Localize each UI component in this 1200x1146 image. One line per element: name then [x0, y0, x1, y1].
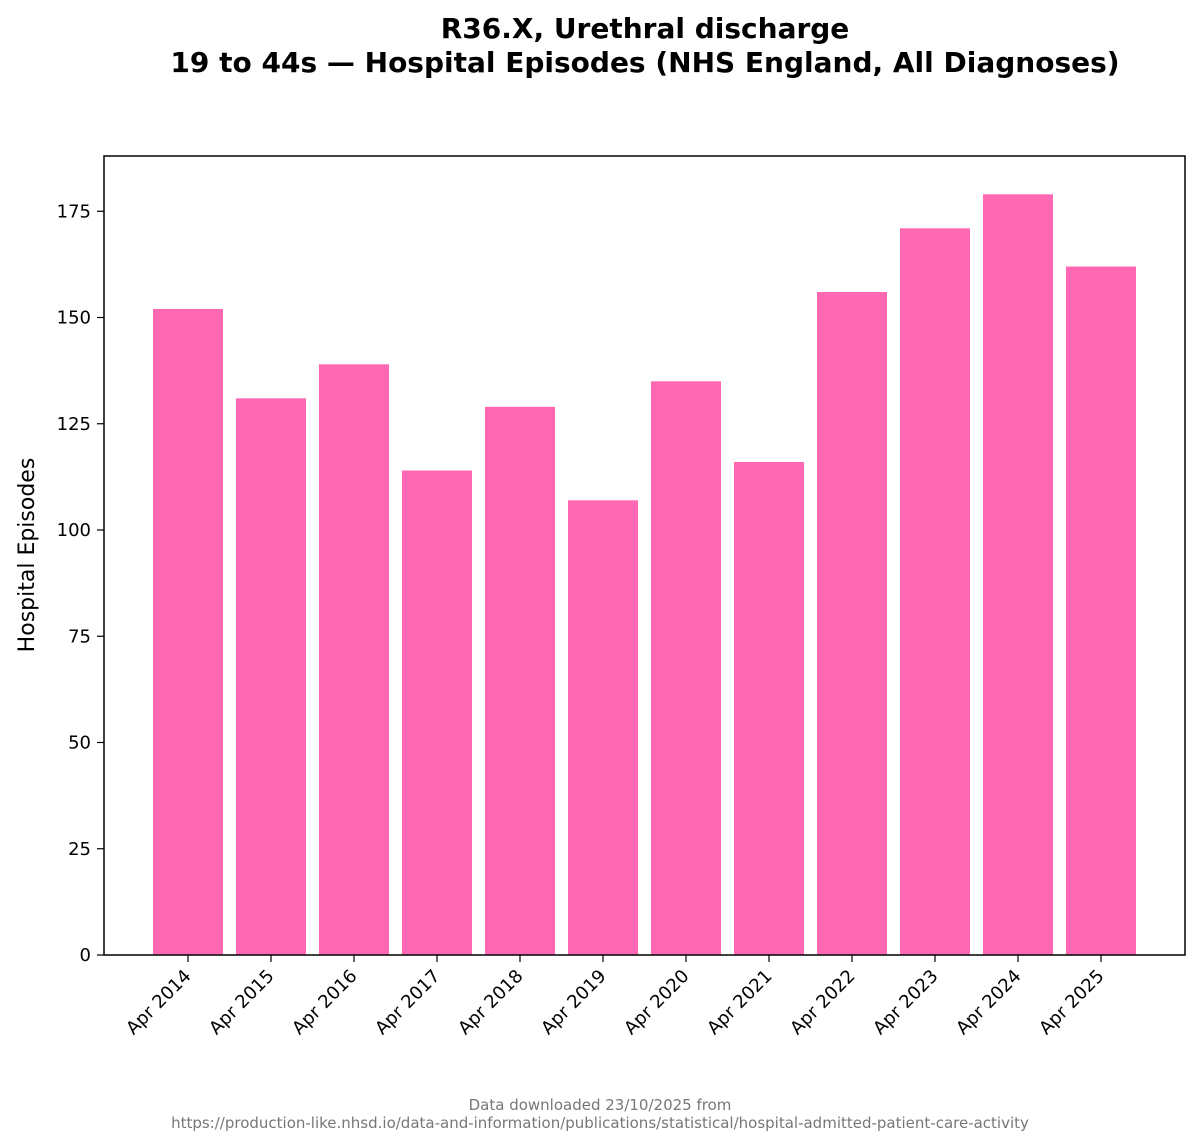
- x-tick-label: Apr 2014: [122, 966, 195, 1039]
- y-axis-label: Hospital Episodes: [15, 458, 40, 653]
- bar-apr-2022: [817, 292, 887, 955]
- bar-apr-2025: [1066, 266, 1136, 955]
- x-tick-label: Apr 2015: [205, 966, 278, 1039]
- x-axis-ticks: Apr 2014 Apr 2015 Apr 2016 Apr 2017 Apr 2018…: [122, 955, 1109, 1039]
- y-tick-label: 0: [80, 945, 91, 966]
- bar-apr-2021: [734, 462, 804, 955]
- x-tick-label: Apr 2016: [288, 966, 361, 1039]
- chart-title-line2: 19 to 44s — Hospital Episodes (NHS Engla…: [170, 46, 1119, 79]
- x-tick-label: Apr 2023: [869, 966, 942, 1039]
- bar-apr-2014: [153, 309, 223, 955]
- x-tick-label: Apr 2021: [703, 966, 776, 1039]
- x-tick-label: Apr 2017: [371, 966, 444, 1039]
- bars-group: [153, 194, 1136, 956]
- x-tick-label: Apr 2025: [1035, 966, 1108, 1039]
- bar-apr-2020: [651, 381, 721, 956]
- y-tick-label: 75: [68, 626, 91, 647]
- y-tick-label: 25: [68, 839, 91, 860]
- y-tick-label: 100: [57, 520, 91, 541]
- bar-apr-2017: [402, 470, 472, 955]
- bar-apr-2019: [568, 500, 638, 956]
- x-tick-label: Apr 2022: [786, 966, 859, 1039]
- chart-title-line1: R36.X, Urethral discharge: [441, 12, 850, 45]
- bar-apr-2016: [319, 364, 389, 956]
- bar-apr-2023: [900, 228, 970, 956]
- footer-line2: https://production-like.nhsd.io/data-and…: [171, 1114, 1029, 1132]
- x-tick-label: Apr 2024: [952, 966, 1025, 1039]
- y-tick-label: 50: [68, 733, 91, 754]
- plot-area-frame: [103, 155, 1186, 956]
- y-tick-label: 175: [57, 201, 91, 222]
- footer-line1: Data downloaded 23/10/2025 from: [469, 1096, 732, 1114]
- y-tick-label: 150: [57, 308, 91, 329]
- bar-apr-2024: [983, 194, 1053, 956]
- y-tick-label: 125: [57, 414, 91, 435]
- x-tick-label: Apr 2018: [454, 966, 527, 1039]
- bar-apr-2015: [236, 398, 306, 956]
- bar-apr-2018: [485, 406, 555, 956]
- x-tick-label: Apr 2020: [620, 966, 693, 1039]
- x-tick-label: Apr 2019: [537, 966, 610, 1039]
- y-axis-ticks: 0 25 50 75 100 125 150 175: [57, 201, 104, 966]
